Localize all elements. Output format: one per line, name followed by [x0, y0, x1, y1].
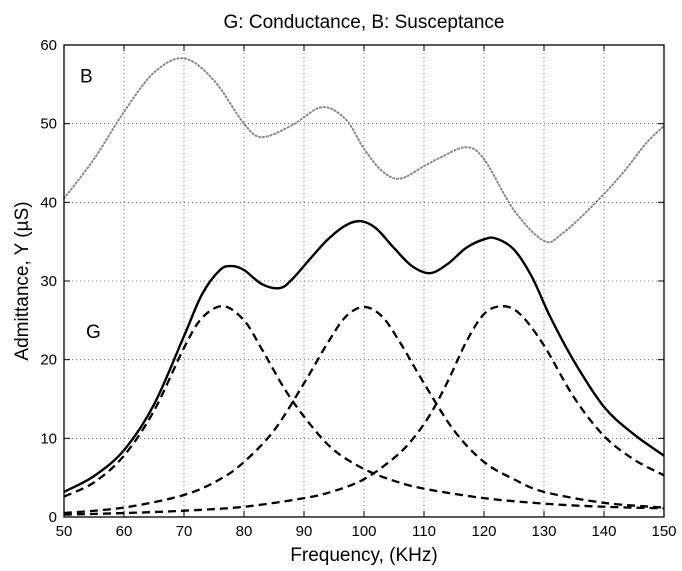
- x-tick-label: 70: [176, 523, 193, 540]
- y-tick-label: 20: [40, 352, 57, 369]
- annotations-group: BG: [80, 66, 101, 343]
- ticks-group: 50 60 70 80 90 100 110 120 130 140 150 0 10 20 30 40 50 6…: [40, 37, 676, 540]
- y-tick-label: 30: [40, 273, 57, 290]
- grid: [64, 45, 664, 517]
- x-axis-label: Frequency, (KHz): [290, 545, 437, 566]
- y-tick-label: 10: [40, 430, 57, 447]
- x-tick-label: 80: [236, 523, 253, 540]
- series-line-g3: [63, 305, 665, 516]
- series-line-g: [63, 219, 665, 493]
- y-tick-label: 40: [40, 194, 57, 211]
- x-tick-label: 130: [531, 523, 556, 540]
- x-tick-label: 150: [651, 523, 676, 540]
- series-group: [63, 57, 665, 516]
- y-tick-label: 60: [40, 37, 57, 54]
- series-line-b: [63, 57, 665, 244]
- y-axis-label: Admittance, Y (µS): [12, 201, 33, 360]
- annotation-b: B: [80, 66, 93, 87]
- x-tick-label: 110: [412, 523, 436, 540]
- series-line-g2: [63, 305, 665, 515]
- x-tick-label: 60: [116, 523, 133, 540]
- plot-frame: [63, 44, 665, 518]
- x-tick-label: 140: [591, 523, 616, 540]
- annotation-g: G: [86, 322, 101, 343]
- y-tick-label: 50: [40, 116, 57, 133]
- series-line-g1: [63, 305, 665, 510]
- y-tick-label: 0: [49, 509, 57, 526]
- x-tick-label: 100: [351, 523, 376, 540]
- chart-title: G: Conductance, B: Susceptance: [224, 12, 505, 33]
- x-tick-label: 50: [56, 523, 73, 540]
- x-tick-label: 90: [296, 523, 313, 540]
- x-tick-label: 120: [471, 523, 496, 540]
